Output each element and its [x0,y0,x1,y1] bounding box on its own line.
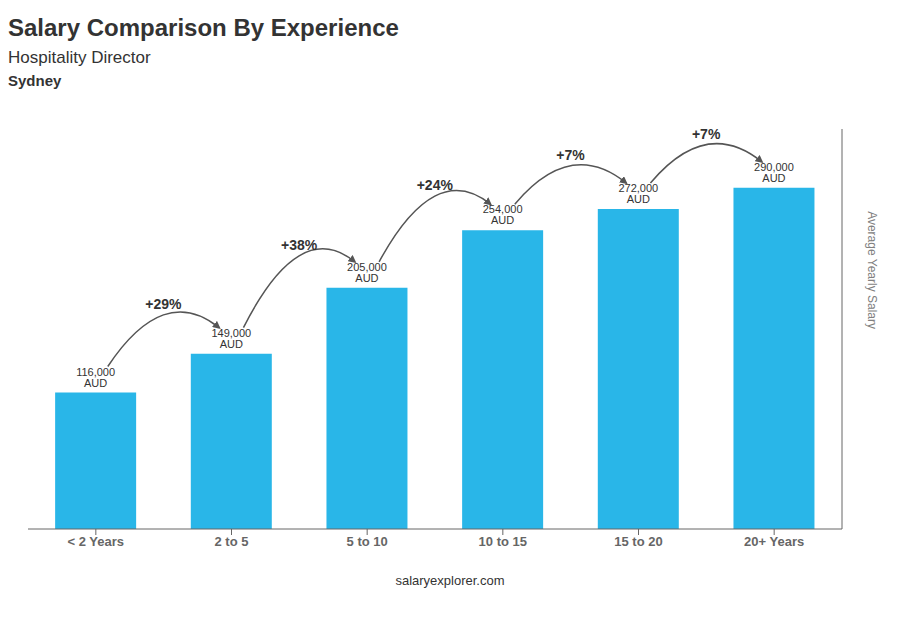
svg-text:+7%: +7% [692,126,721,142]
svg-text:149,000AUD: 149,000AUD [211,327,251,350]
svg-text:2 to 5: 2 to 5 [215,534,249,549]
svg-text:254,000AUD: 254,000AUD [483,203,523,226]
svg-text:10 to 15: 10 to 15 [479,534,527,549]
svg-text:+38%: +38% [281,237,318,253]
html-text:salaryexplorer.com: salaryexplorer.com [395,573,505,588]
svg-text:272,000AUD: 272,000AUD [618,182,658,205]
svg-text:290,000AUD: 290,000AUD [754,161,794,184]
html-text:Sydney: Sydney [8,72,62,89]
svg-text:205,000AUD: 205,000AUD [347,261,387,284]
svg-text:Average Yearly Salary: Average Yearly Salary [865,211,879,329]
svg-text:116,000AUD: 116,000AUD [76,366,115,389]
svg-text:5 to 10: 5 to 10 [347,534,388,549]
svg-text:< 2 Years: < 2 Years [68,534,125,549]
svg-text:20+ Years: 20+ Years [744,534,804,549]
svg-text:+24%: +24% [417,177,454,193]
svg-text:15 to 20: 15 to 20 [614,534,662,549]
html-text:Hospitality Director: Hospitality Director [8,48,151,67]
html-text:Salary Comparison By Experienc: Salary Comparison By Experience [8,14,399,41]
svg-text:+29%: +29% [145,296,182,312]
svg-text:+7%: +7% [556,147,585,163]
